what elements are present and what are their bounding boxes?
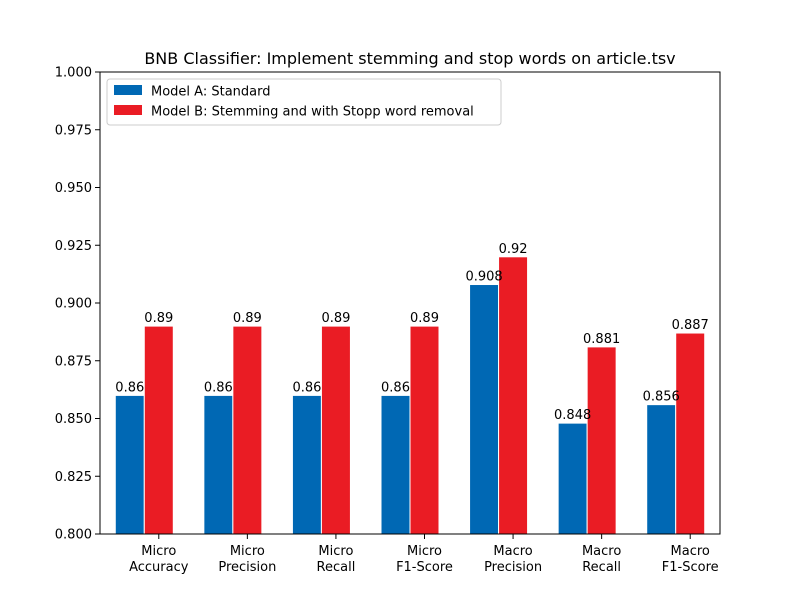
x-tick-label: F1-Score	[662, 560, 719, 575]
bar-model-b	[232, 325, 263, 535]
bar-label-model-a: 0.848	[554, 408, 591, 423]
x-tick-label: Precision	[218, 560, 276, 575]
bar-model-b	[586, 346, 617, 535]
bar-label-model-a: 0.856	[643, 390, 680, 405]
y-tick-label: 0.950	[55, 181, 92, 196]
bar-model-a	[557, 422, 588, 535]
bar-label-model-b: 0.89	[233, 311, 262, 326]
y-tick-label: 0.975	[55, 123, 92, 138]
x-tick-label: Accuracy	[129, 560, 189, 575]
x-tick-label: Precision	[484, 560, 542, 575]
x-tick-label: Macro	[493, 544, 532, 559]
y-tick-label: 0.850	[55, 412, 92, 427]
legend-label-model-b: Model B: Stemming and with Stopp word re…	[151, 105, 474, 120]
bar-label-model-a: 0.86	[292, 380, 321, 395]
x-tick-label: Micro	[407, 544, 442, 559]
x-tick-label: Recall	[582, 560, 621, 575]
y-tick-label: 1.000	[55, 66, 92, 81]
bar-label-model-a: 0.86	[381, 380, 410, 395]
bar-model-a	[203, 394, 234, 535]
bar-label-model-a: 0.86	[204, 380, 233, 395]
legend-swatch-model-b	[114, 105, 142, 115]
x-tick-label: Macro	[671, 544, 710, 559]
x-tick-label: Recall	[317, 560, 356, 575]
bar-label-model-a: 0.86	[115, 380, 144, 395]
chart-title: BNB Classifier: Implement stemming and s…	[144, 49, 675, 68]
bar-model-b	[409, 325, 440, 535]
x-axis: MicroAccuracyMicroPrecisionMicroRecallMi…	[129, 534, 719, 575]
legend-box	[106, 78, 502, 126]
bar-model-a	[291, 394, 322, 535]
y-tick-label: 0.900	[55, 297, 92, 312]
x-tick-label: Micro	[141, 544, 176, 559]
bar-model-a	[380, 394, 411, 535]
x-tick-label: Micro	[230, 544, 265, 559]
legend: Model A: Standard Model B: Stemming and w…	[106, 78, 502, 126]
bar-label-model-b: 0.887	[672, 318, 709, 333]
bar-label-model-b: 0.881	[583, 332, 620, 347]
bar-label-model-b: 0.89	[410, 311, 439, 326]
x-tick-label: F1-Score	[396, 560, 453, 575]
x-tick-label: Macro	[582, 544, 621, 559]
legend-swatch-model-a	[114, 85, 142, 95]
x-tick-label: Micro	[318, 544, 353, 559]
bar-model-a	[114, 394, 145, 535]
bar-model-b	[498, 256, 529, 535]
bar-label-model-b: 0.89	[321, 311, 350, 326]
bar-labels-group: 0.86 0.86 0.86 0.86 0.908 0.848 0.856 0.89 0.89 0…	[115, 242, 709, 423]
bar-model-b	[143, 325, 174, 535]
bar-model-b	[675, 332, 706, 535]
y-tick-label: 0.875	[55, 354, 92, 369]
y-tick-label: 0.800	[55, 528, 92, 543]
bar-model-a	[469, 284, 500, 535]
bar-label-model-b: 0.92	[499, 242, 528, 257]
y-tick-label: 0.925	[55, 239, 92, 254]
bar-label-model-b: 0.89	[144, 311, 173, 326]
y-axis: 0.800 0.825 0.850 0.875 0.900 0.925 0.950 0.975…	[55, 66, 100, 543]
y-tick-label: 0.825	[55, 470, 92, 485]
plot-frame	[99, 71, 721, 535]
bar-label-model-a: 0.908	[465, 270, 502, 285]
bar-model-a	[646, 404, 677, 535]
bar-model-b	[320, 325, 351, 535]
legend-label-model-a: Model A: Standard	[151, 85, 270, 100]
